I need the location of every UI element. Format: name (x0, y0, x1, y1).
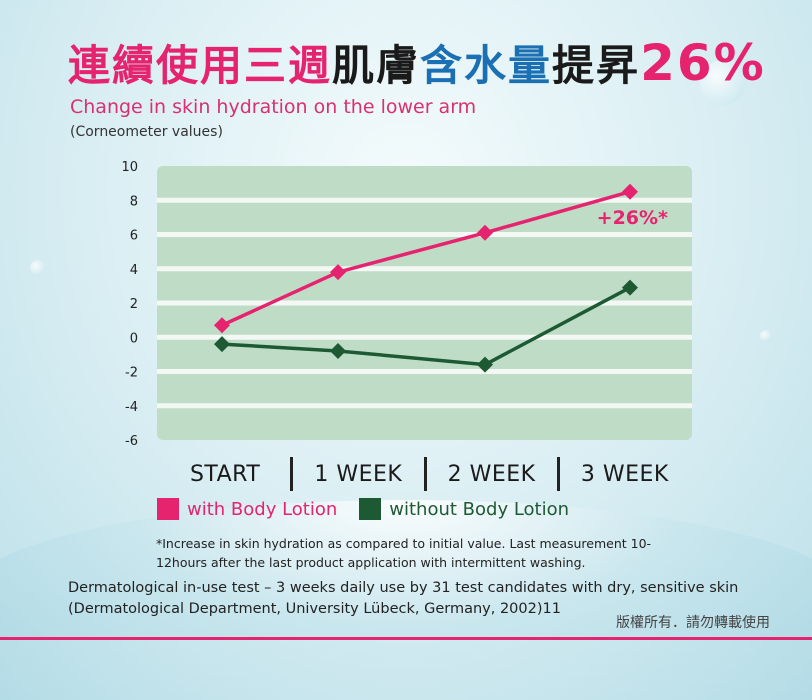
gridline (157, 232, 692, 237)
gridline (157, 334, 692, 340)
copyright-notice: 版權所有．請勿轉載使用 (616, 615, 770, 631)
headline-part-dark: 肌膚 (332, 41, 421, 90)
water-drop-decoration (30, 260, 46, 276)
headline-percent: 26% (640, 34, 766, 92)
legend-swatch-green (359, 498, 382, 520)
x-tick-label: 1 WEEK (314, 461, 403, 487)
y-tick-label: 8 (130, 194, 138, 209)
legend-swatch-pink (157, 498, 179, 520)
gridline (157, 197, 692, 203)
x-axis-labels: START 1 WEEK 2 WEEK 3 WEEK (160, 454, 690, 494)
series-line-without-lotion (221, 286, 631, 367)
data-point-marker (214, 317, 230, 334)
y-tick-label: 0 (130, 331, 138, 346)
series-line-with-lotion (221, 190, 631, 327)
data-point-marker (330, 264, 346, 281)
bottom-accent-bar (0, 637, 812, 640)
x-label-separator (290, 457, 294, 491)
y-tick-label: -4 (125, 400, 138, 415)
chart-subtitle: Change in skin hydration on the lower ar… (70, 96, 477, 118)
water-drop-decoration (700, 60, 746, 106)
increase-annotation: +26%* (597, 207, 668, 229)
legend-item: without Body Lotion (359, 498, 569, 520)
gridline (157, 369, 692, 374)
y-tick-label: 10 (121, 160, 138, 175)
x-tick-label: 2 WEEK (447, 461, 536, 487)
x-tick-label: START (189, 461, 261, 487)
headline-part-blue: 含水量 (420, 41, 553, 90)
data-point-marker (622, 279, 638, 296)
water-drop-decoration (760, 330, 772, 342)
line-chart: 10 8 6 4 2 0 -2 -4 -6 +26%* (121, 160, 692, 449)
footnote: *Increase in skin hydration as compared … (156, 536, 652, 570)
data-point-marker (622, 183, 638, 200)
data-point-marker (214, 336, 230, 353)
y-tick-label: 6 (130, 229, 138, 244)
data-point-marker (330, 342, 346, 359)
headline: 連續使用三週肌膚含水量提昇26% (68, 32, 766, 93)
gridline (157, 403, 692, 409)
legend-label: with Body Lotion (187, 498, 338, 520)
x-label-separator (423, 457, 427, 491)
legend-item: with Body Lotion (157, 498, 337, 520)
x-label-separator (556, 457, 560, 491)
y-tick-label: 2 (130, 297, 138, 312)
y-tick-label: 4 (130, 263, 138, 278)
gridline (157, 266, 692, 272)
chart-legend: with Body Lotion without Body Lotion (157, 498, 591, 520)
headline-part-dark: 提昇 (552, 41, 641, 90)
headline-part-pink: 連續使用三週 (68, 41, 333, 90)
gridline (157, 300, 692, 306)
data-point-marker (477, 356, 493, 373)
data-point-marker (477, 224, 493, 241)
x-tick-label: 3 WEEK (580, 461, 669, 487)
chart-subnote: (Corneometer values) (70, 124, 223, 140)
y-tick-label: -6 (125, 434, 138, 449)
y-tick-label: -2 (125, 366, 138, 381)
legend-label: without Body Lotion (389, 498, 570, 520)
study-source: Dermatological in-use test – 3 weeks dai… (68, 580, 739, 617)
